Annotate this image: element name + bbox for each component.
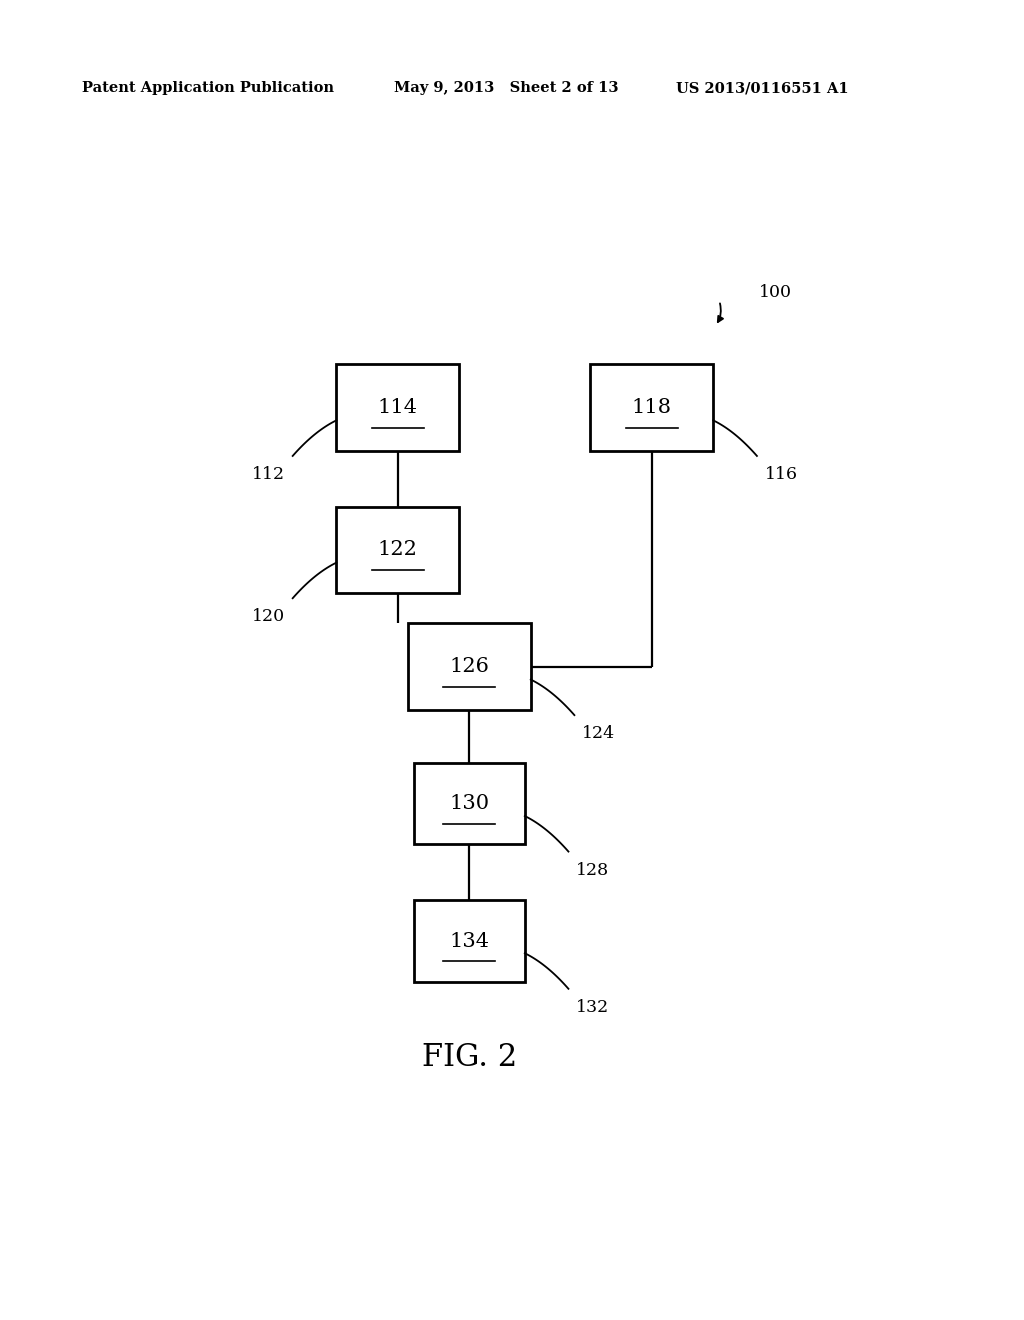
Bar [414, 763, 524, 845]
Text: FIG. 2: FIG. 2 [422, 1043, 517, 1073]
Text: 116: 116 [765, 466, 798, 483]
Text: 114: 114 [378, 397, 418, 417]
Text: 122: 122 [378, 540, 418, 560]
Text: 100: 100 [759, 284, 792, 301]
Text: 126: 126 [450, 657, 489, 676]
Text: 112: 112 [252, 466, 285, 483]
Text: 120: 120 [252, 609, 285, 626]
Text: Patent Application Publication: Patent Application Publication [82, 82, 334, 95]
Bar [414, 900, 524, 982]
Text: 118: 118 [632, 397, 672, 417]
Bar [590, 364, 714, 450]
Text: US 2013/0116551 A1: US 2013/0116551 A1 [676, 82, 849, 95]
Text: 132: 132 [577, 999, 609, 1016]
Text: 134: 134 [450, 932, 489, 950]
Text: 128: 128 [577, 862, 609, 879]
Bar [336, 364, 460, 450]
Text: May 9, 2013   Sheet 2 of 13: May 9, 2013 Sheet 2 of 13 [394, 82, 618, 95]
Text: 130: 130 [450, 795, 489, 813]
Bar [336, 507, 460, 593]
Text: 124: 124 [583, 725, 615, 742]
Bar [408, 623, 530, 710]
